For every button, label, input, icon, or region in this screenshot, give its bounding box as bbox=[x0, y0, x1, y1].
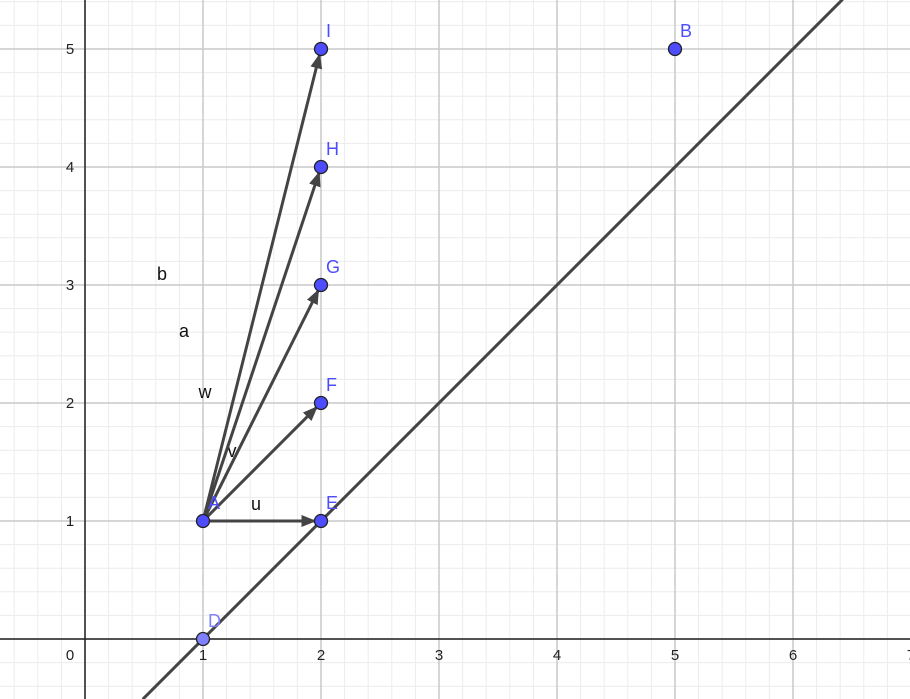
vector-w[interactable] bbox=[201, 289, 320, 522]
point-label-G: G bbox=[326, 257, 340, 277]
vector-label-a: a bbox=[179, 321, 190, 341]
vector-v[interactable] bbox=[201, 406, 318, 523]
x-tick-label: 4 bbox=[553, 647, 561, 664]
x-tick-label: 2 bbox=[317, 647, 325, 664]
vector-b[interactable] bbox=[201, 53, 323, 522]
x-tick-label: 0 bbox=[66, 647, 74, 664]
x-tick-label: 1 bbox=[199, 647, 207, 664]
point-D[interactable] bbox=[195, 631, 211, 647]
point-label-I: I bbox=[326, 21, 331, 41]
point-A[interactable] bbox=[195, 513, 211, 529]
vector-label-b: b bbox=[157, 264, 167, 284]
point-label-F: F bbox=[326, 375, 337, 395]
point-B[interactable] bbox=[667, 41, 683, 57]
y-tick-label: 4 bbox=[66, 159, 74, 176]
point-label-A: A bbox=[208, 493, 220, 513]
point-F[interactable] bbox=[313, 395, 329, 411]
line-DE[interactable] bbox=[141, 0, 844, 699]
vector-label-w: w bbox=[198, 382, 213, 402]
point-I[interactable] bbox=[313, 41, 329, 57]
vector-a[interactable] bbox=[201, 171, 321, 522]
vector-label-v: v bbox=[228, 441, 237, 461]
point-label-D: D bbox=[208, 611, 221, 631]
point-label-H: H bbox=[326, 139, 339, 159]
point-E[interactable] bbox=[313, 513, 329, 529]
y-tick-label: 1 bbox=[66, 513, 74, 530]
point-H[interactable] bbox=[313, 159, 329, 175]
x-tick-label: 7 bbox=[907, 647, 910, 664]
x-tick-label: 6 bbox=[789, 647, 797, 664]
x-tick-label: 3 bbox=[435, 647, 443, 664]
y-tick-label: 5 bbox=[66, 41, 74, 58]
point-label-E: E bbox=[326, 493, 338, 513]
vector-label-u: u bbox=[251, 494, 261, 514]
y-tick-label: 3 bbox=[66, 277, 74, 294]
point-label-B: B bbox=[680, 21, 692, 41]
point-G[interactable] bbox=[313, 277, 329, 293]
x-tick-label: 5 bbox=[671, 647, 679, 664]
y-tick-label: 2 bbox=[66, 395, 74, 412]
